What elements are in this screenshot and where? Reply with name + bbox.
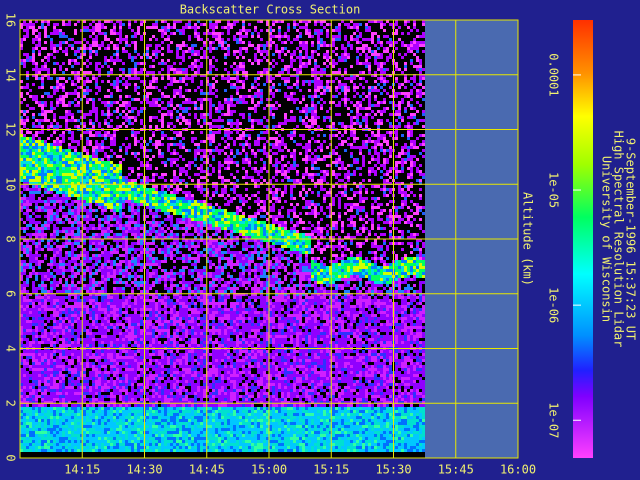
colorbar-tick-label: 1e-05 — [547, 172, 561, 208]
heat-cells — [20, 140, 419, 284]
heat-cells — [20, 140, 425, 284]
y-tick-label: 8 — [4, 235, 18, 242]
colorbar-tick-label: 1e-06 — [547, 287, 561, 323]
annotation: University of Wisconsin — [600, 156, 614, 322]
colorbar-tick-label: 1e-07 — [547, 402, 561, 438]
x-tick-label: 15:30 — [375, 463, 411, 477]
heat-cells — [20, 407, 425, 452]
annotation: High Spectral Resolution Lidar — [612, 131, 626, 348]
heat-cells — [20, 296, 425, 407]
x-tick-label: 14:45 — [189, 463, 225, 477]
colorbar — [573, 20, 593, 458]
heat-cells — [20, 407, 425, 452]
x-tick-label: 15:00 — [251, 463, 287, 477]
y-tick-label: 10 — [4, 177, 18, 191]
y-tick-label: 16 — [4, 13, 18, 27]
x-tick-label: 14:15 — [64, 463, 100, 477]
x-tick-label: 15:15 — [313, 463, 349, 477]
y-axis-label: Altitude (km) — [521, 192, 535, 286]
colorbar-tick-label: 0.0001 — [547, 53, 561, 96]
chart-title: Backscatter Cross Section — [180, 3, 361, 17]
heat-cells — [20, 182, 425, 407]
plot-frame — [19, 19, 519, 459]
y-tick-label: 2 — [4, 400, 18, 407]
heat-cells — [20, 407, 425, 452]
x-tick-label: 15:45 — [438, 463, 474, 477]
x-tick-label: 16:00 — [500, 463, 536, 477]
heat-cells — [20, 185, 422, 296]
y-tick-label: 0 — [4, 454, 18, 461]
annotation: 9-September-1996 15:37:23 UT — [624, 138, 638, 340]
y-tick-label: 4 — [4, 345, 18, 352]
y-tick-label: 6 — [4, 290, 18, 297]
y-tick-label: 12 — [4, 122, 18, 136]
y-tick-label: 14 — [4, 68, 18, 82]
heat-cells — [20, 20, 425, 263]
heat-cells — [20, 20, 425, 266]
x-tick-label: 14:30 — [126, 463, 162, 477]
heat-cells — [20, 407, 425, 452]
